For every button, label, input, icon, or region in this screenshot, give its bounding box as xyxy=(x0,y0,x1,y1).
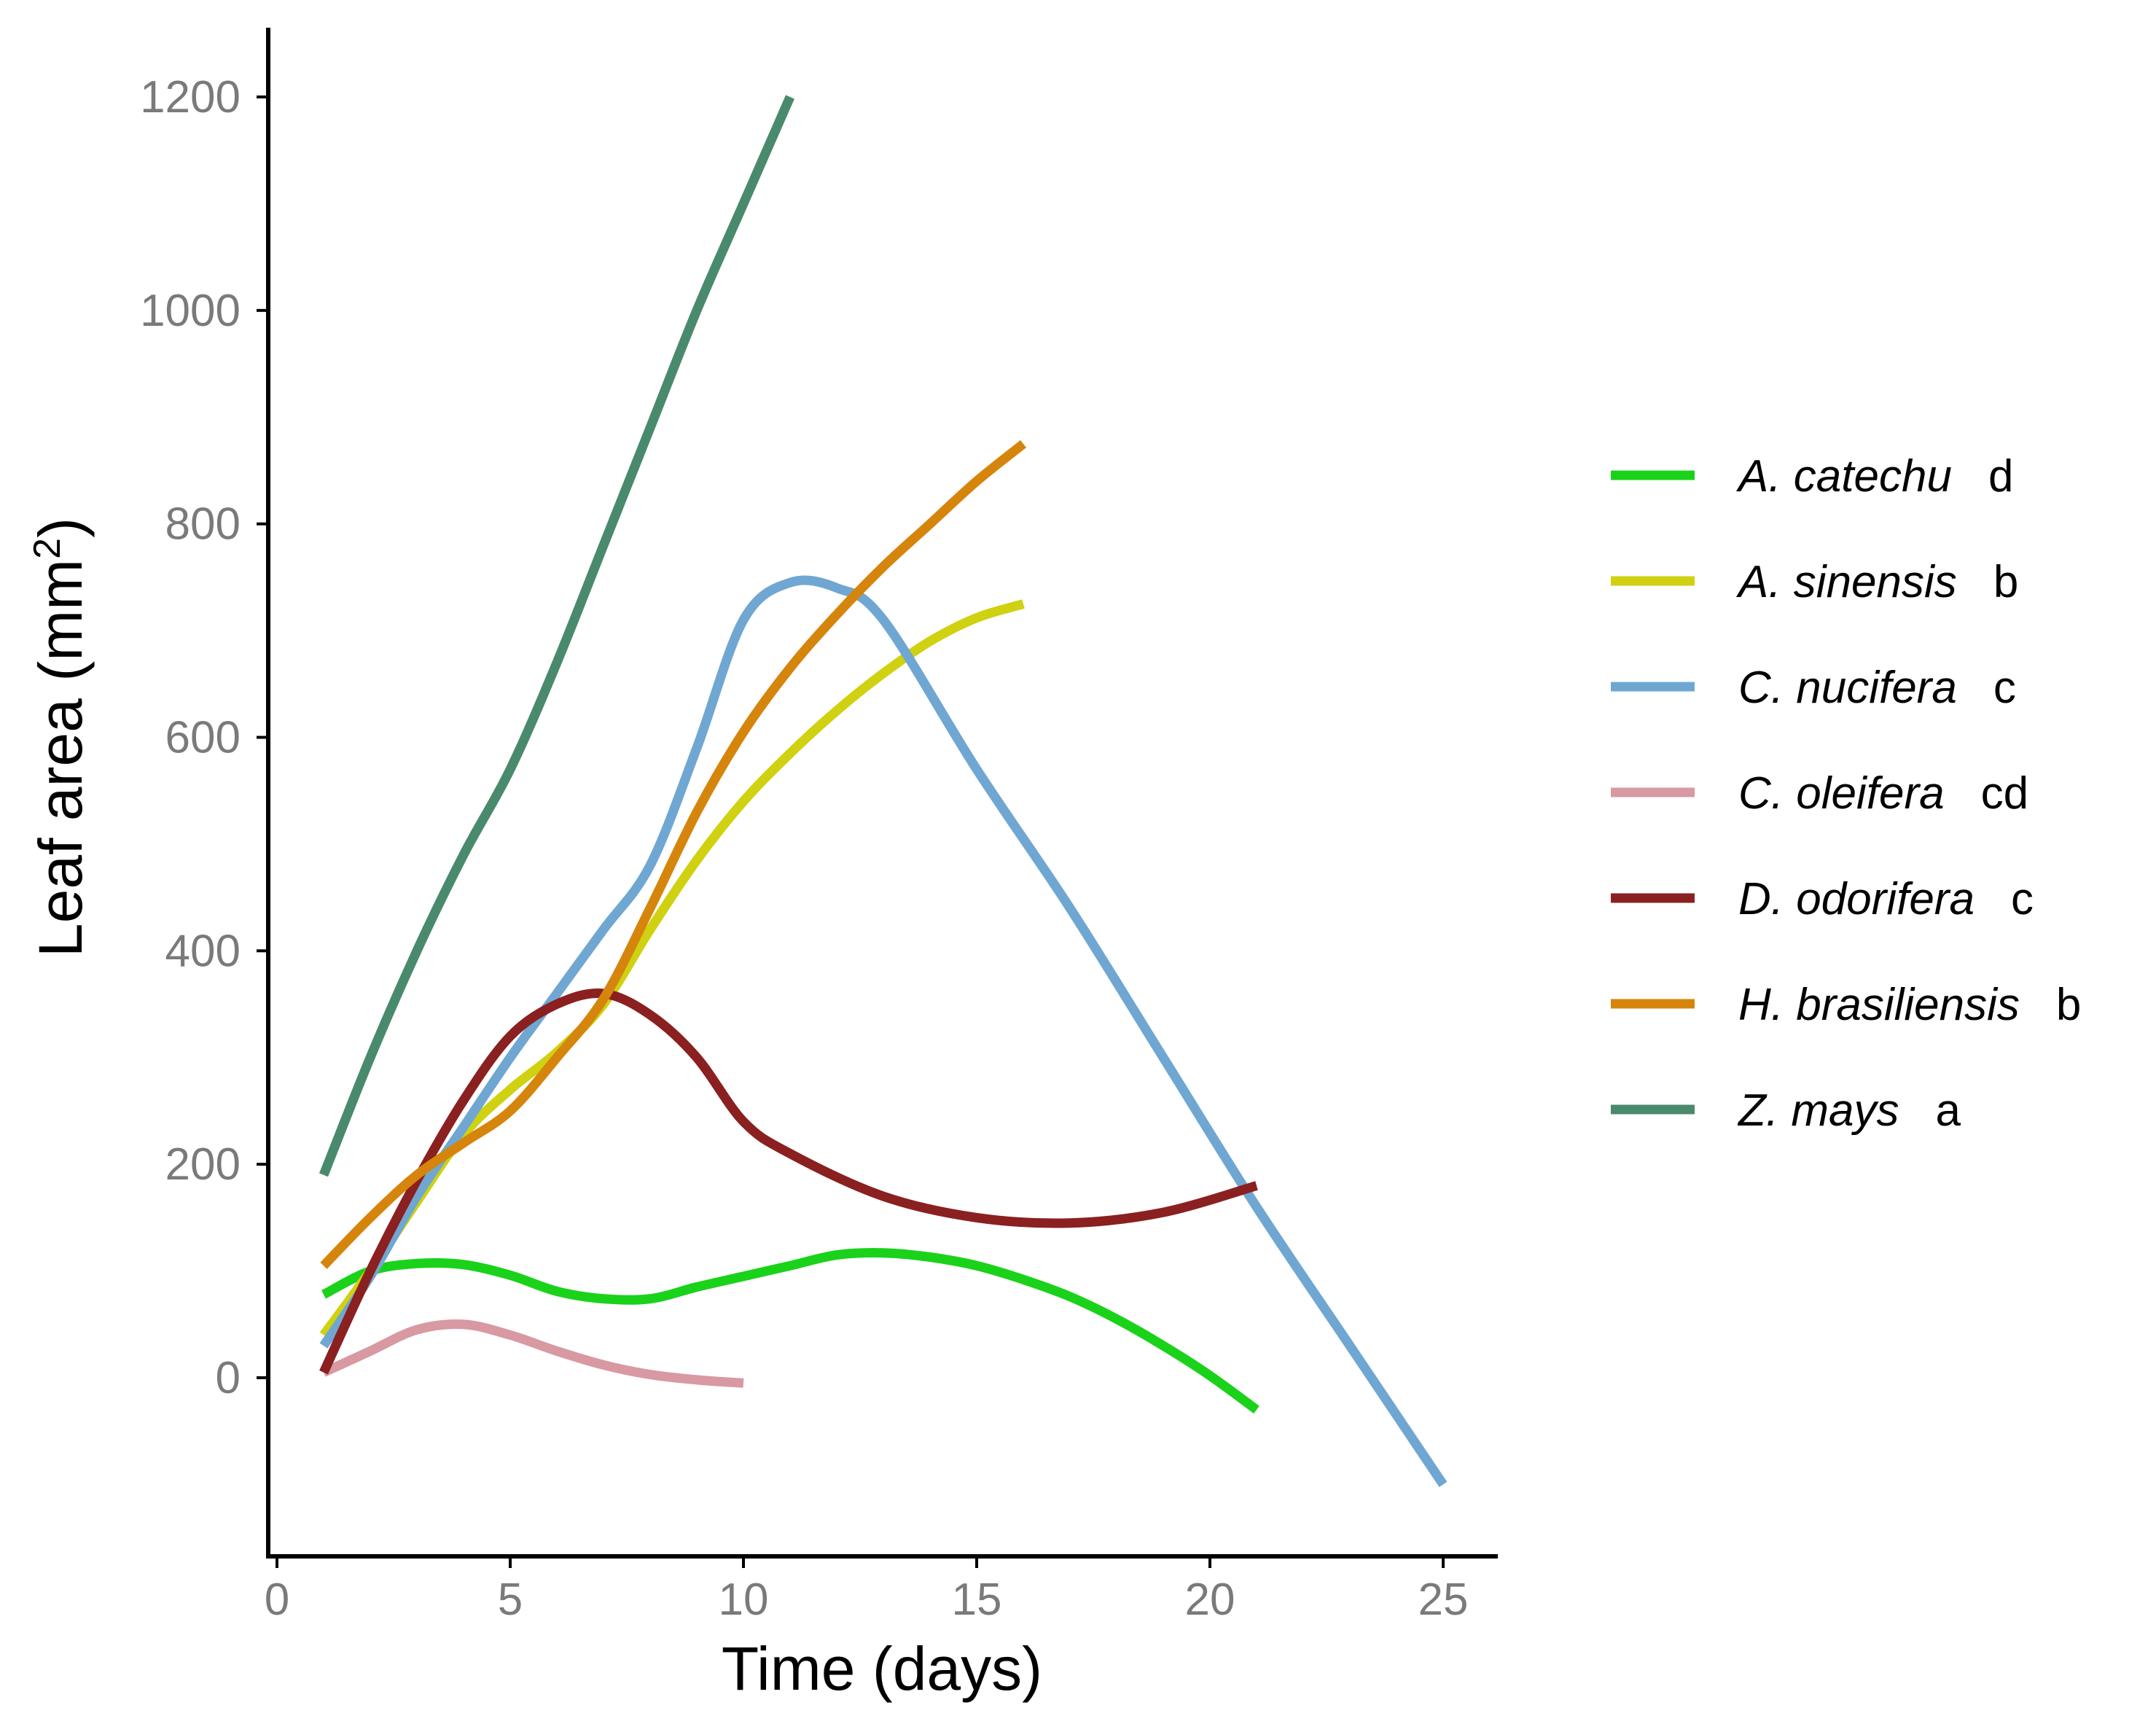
legend-species-name: D. odorifera xyxy=(1738,874,1975,924)
legend-entry-a-sinensis: A. sinensis b xyxy=(1735,557,2018,607)
y-ticks: 0 200 400 600 800 1000 1200 xyxy=(140,72,268,1403)
legend-group-letter: c xyxy=(2011,874,2034,924)
y-tick-label: 800 xyxy=(165,499,241,550)
x-tick-label: 25 xyxy=(1418,1575,1469,1625)
series-line-h-brasiliensis xyxy=(320,440,1027,1269)
series-line-a-sinensis xyxy=(319,599,1025,1338)
legend-group-letter: d xyxy=(1988,451,2013,502)
y-axis-title: Leaf area (mm2) xyxy=(26,518,95,957)
x-tick-label: 20 xyxy=(1185,1575,1235,1625)
y-axis-title-superscript: 2 xyxy=(26,538,69,559)
y-tick-label: 1200 xyxy=(140,72,241,122)
y-tick-label: 600 xyxy=(165,713,241,763)
y-tick-label: 400 xyxy=(165,926,241,976)
x-tick-label: 5 xyxy=(498,1575,523,1625)
legend-group-letter: c xyxy=(1993,663,2016,713)
y-tick-label: 200 xyxy=(165,1139,241,1190)
legend: A. catechu d A. sinensis b C. nucifera c C. ol… xyxy=(1611,451,2081,1136)
legend-species-name: Z. mays xyxy=(1737,1085,1899,1136)
legend-species-name: C. oleifera xyxy=(1738,768,1945,819)
legend-group-letter: b xyxy=(2056,980,2081,1030)
legend-entry-c-nucifera: C. nucifera c xyxy=(1738,663,2016,713)
y-axis-title-close: ) xyxy=(26,518,95,538)
y-tick-label: 1000 xyxy=(140,286,241,336)
series-line-a-catechu xyxy=(321,1248,1259,1414)
x-tick-label: 10 xyxy=(719,1575,769,1625)
legend-species-name: C. nucifera xyxy=(1738,663,1957,713)
legend-entry-z-mays: Z. mays a xyxy=(1737,1085,1961,1136)
legend-entry-a-catechu: A. catechu d xyxy=(1735,451,2013,502)
series-line-c-oleifera xyxy=(321,1319,744,1388)
legend-group-letter: b xyxy=(1993,557,2018,607)
y-tick-label: 0 xyxy=(216,1353,241,1403)
legend-species-name: A. sinensis xyxy=(1735,557,1957,607)
legend-group-letter: a xyxy=(1935,1085,1961,1136)
legend-species-name: A. catechu xyxy=(1735,451,1952,502)
x-tick-label: 0 xyxy=(265,1575,289,1625)
legend-species-name: H. brasiliensis xyxy=(1738,980,2020,1030)
x-tick-label: 15 xyxy=(952,1575,1002,1625)
series-line-c-nucifera xyxy=(319,575,1448,1488)
x-axis-title: Time (days) xyxy=(722,1634,1042,1703)
x-ticks: 0 5 10 15 20 25 xyxy=(265,1556,1469,1625)
legend-entry-c-oleifera: C. oleifera cd xyxy=(1738,768,2028,819)
legend-entry-h-brasiliensis: H. brasiliensis b xyxy=(1738,980,2081,1030)
legend-group-letter: cd xyxy=(1981,768,2028,819)
y-axis-title-main: Leaf area (mm xyxy=(26,559,95,957)
legend-entry-d-odorifera: D. odorifera c xyxy=(1738,874,2034,924)
series-layer xyxy=(319,95,1448,1488)
series-line-z-mays xyxy=(319,95,794,1177)
